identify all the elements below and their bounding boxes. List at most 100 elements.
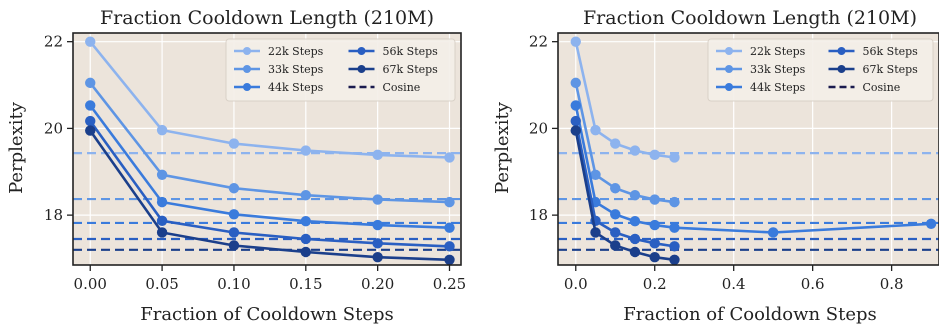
- data-point: [300, 145, 311, 156]
- data-point: [570, 125, 581, 136]
- legend-label: 33k Steps: [750, 63, 806, 76]
- legend-label: 22k Steps: [750, 45, 806, 58]
- legend-label: 56k Steps: [863, 45, 919, 58]
- data-point: [570, 77, 581, 89]
- plot-area: [558, 36, 939, 265]
- legend-label: 56k Steps: [383, 45, 439, 58]
- data-point: [85, 125, 96, 136]
- chart-title: Fraction Cooldown Length (210M): [100, 7, 434, 29]
- data-point: [649, 149, 660, 161]
- y-tick-label: 22: [44, 33, 63, 51]
- data-point: [156, 215, 168, 226]
- data-point: [649, 219, 660, 231]
- data-point: [300, 233, 311, 245]
- data-point: [610, 183, 621, 194]
- x-axis-label: Fraction of Cooldown Steps: [623, 304, 877, 325]
- x-tick-label: 0.15: [289, 275, 322, 293]
- data-point: [372, 251, 383, 263]
- legend-marker: [243, 83, 251, 91]
- data-point: [570, 100, 581, 111]
- legend-marker: [357, 65, 366, 73]
- legend-label: 44k Steps: [750, 81, 806, 94]
- legend: 22k Steps 33k Steps 44k Steps 56k Steps 67k …: [707, 38, 934, 102]
- legend-label: 67k Steps: [863, 63, 919, 76]
- data-point: [649, 238, 660, 249]
- data-point: [300, 189, 311, 201]
- data-point: [372, 149, 383, 161]
- legend-label: 67k Steps: [383, 63, 439, 76]
- data-point: [156, 196, 168, 208]
- data-point: [228, 227, 240, 238]
- chart-panel-right: Fraction Cooldown Length (210M) Fraction…: [492, 7, 939, 325]
- y-tick-label: 20: [529, 119, 548, 137]
- data-point: [85, 77, 96, 89]
- y-tick-label: 22: [529, 33, 548, 51]
- data-point: [669, 254, 680, 265]
- legend-marker: [725, 83, 733, 91]
- data-point: [444, 254, 455, 265]
- data-point: [156, 169, 168, 181]
- x-tick-label: 0.6: [801, 275, 825, 293]
- x-tick-label: 0.8: [880, 275, 904, 293]
- legend-marker: [725, 47, 733, 55]
- data-point: [444, 196, 455, 208]
- data-point: [629, 246, 641, 258]
- data-point: [156, 227, 168, 238]
- data-point: [610, 227, 621, 238]
- data-point: [649, 251, 660, 263]
- legend-label: 22k Steps: [268, 45, 324, 58]
- x-tick-label: 0.20: [361, 275, 394, 293]
- data-point: [444, 222, 455, 233]
- legend-marker: [837, 47, 846, 55]
- data-point: [610, 138, 621, 149]
- legend-label: 44k Steps: [268, 81, 324, 94]
- data-point: [629, 145, 641, 156]
- plot-frame: [557, 32, 939, 266]
- legend-label: Cosine: [383, 81, 421, 94]
- legend-box: [707, 38, 934, 102]
- data-point: [629, 216, 641, 227]
- legend-box: [225, 38, 456, 102]
- data-point: [610, 240, 621, 251]
- legend-marker: [243, 65, 251, 73]
- series-line: [89, 120, 450, 248]
- data-point: [228, 209, 240, 220]
- legend-marker: [243, 47, 251, 55]
- data-point: [590, 124, 601, 136]
- legend-marker: [725, 65, 733, 73]
- series-line: [89, 104, 450, 229]
- y-axis-label: Perplexity: [6, 101, 27, 194]
- data-point: [590, 227, 601, 238]
- data-point: [669, 222, 680, 233]
- y-tick-label: 18: [44, 206, 63, 224]
- data-point: [228, 138, 240, 149]
- data-point: [669, 196, 680, 208]
- x-tick-label: 0.0: [564, 275, 588, 293]
- data-point: [649, 194, 660, 205]
- plot-area: [73, 36, 461, 265]
- data-point: [629, 233, 641, 245]
- series-line: [89, 129, 450, 262]
- legend-marker: [357, 47, 366, 55]
- y-tick-label: 20: [44, 119, 63, 137]
- legend-label: 33k Steps: [268, 63, 324, 76]
- x-tick-label: 0.25: [433, 275, 466, 293]
- data-point: [85, 36, 96, 47]
- y-axis-label: Perplexity: [492, 101, 513, 194]
- series-line: [89, 40, 450, 159]
- data-point: [372, 194, 383, 205]
- plot-frame: [72, 32, 462, 266]
- legend-marker: [837, 65, 846, 73]
- data-point: [629, 189, 641, 201]
- data-point: [590, 169, 601, 181]
- series-line: [89, 82, 450, 204]
- data-point: [156, 124, 168, 136]
- data-point: [372, 219, 383, 231]
- data-point: [570, 115, 581, 127]
- x-axis-label: Fraction of Cooldown Steps: [140, 304, 394, 325]
- data-point: [767, 227, 779, 238]
- data-point: [444, 241, 455, 252]
- legend-label: Cosine: [863, 81, 901, 94]
- chart-panel-left: Fraction Cooldown Length (210M) Fraction…: [6, 7, 466, 325]
- data-point: [85, 115, 96, 127]
